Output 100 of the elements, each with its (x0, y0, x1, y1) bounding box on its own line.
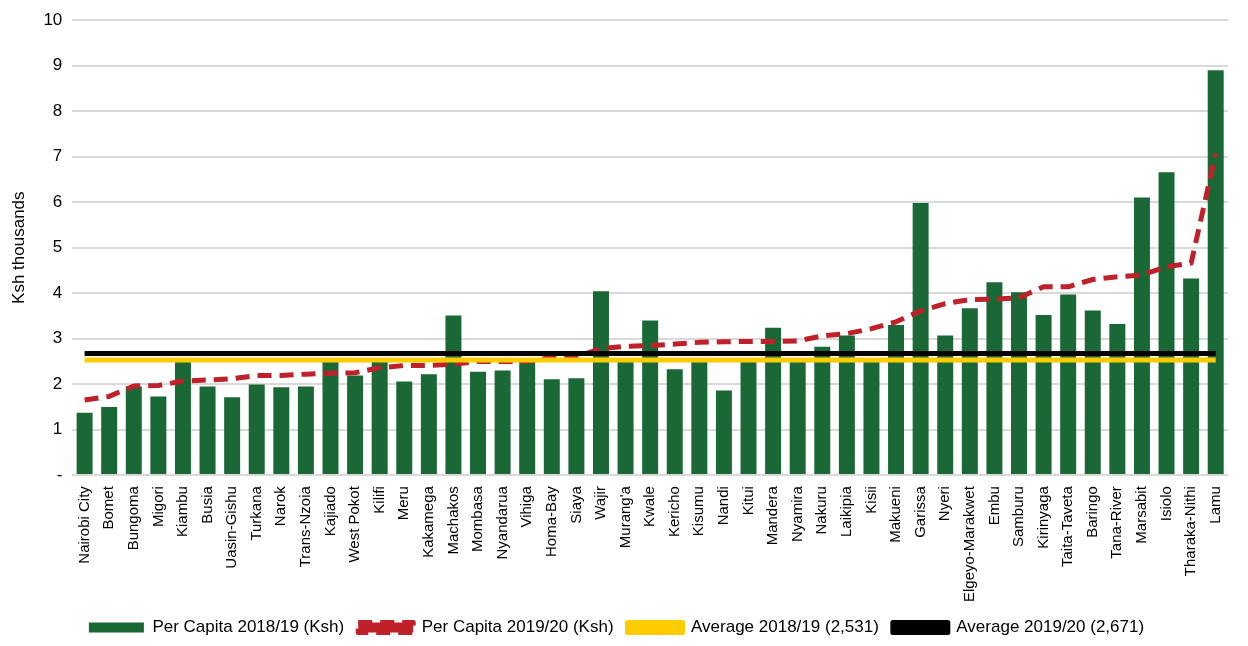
bar (248, 384, 265, 475)
bar (297, 386, 314, 475)
bar (912, 203, 929, 475)
bar (1109, 324, 1126, 475)
bar (863, 361, 880, 475)
bar (273, 387, 290, 475)
x-tick-label: Makueni (886, 486, 904, 543)
bar (1133, 197, 1150, 475)
x-tick-label: Tharaka-Nithi (1181, 486, 1199, 577)
bar (125, 386, 142, 475)
x-tick-label: Nyeri (935, 486, 953, 522)
bar (937, 335, 954, 475)
bar (592, 291, 609, 475)
legend-label: Per Capita 2018/19 (Ksh) (152, 617, 345, 637)
x-tick-label: Kisii (861, 486, 879, 514)
y-tick-label: 5 (52, 237, 63, 257)
bar (961, 308, 978, 475)
x-tick-label: Kajiado (320, 486, 338, 537)
bar (470, 371, 487, 475)
x-tick-label: Turkana (246, 485, 264, 541)
bar (396, 381, 413, 475)
x-tick-label: Kisumu (689, 486, 707, 537)
bar (765, 327, 782, 475)
x-tick-label: Vihiga (517, 485, 535, 528)
x-tick-label: Bungoma (123, 485, 141, 551)
y-tick-label: 8 (52, 100, 63, 120)
bar (150, 396, 167, 475)
x-tick-label: Wajir (591, 486, 609, 520)
bar (199, 386, 216, 475)
bar (617, 361, 634, 475)
x-tick-label: Isiolo (1156, 486, 1174, 522)
legend-label: Per Capita 2019/20 (Ksh) (421, 617, 614, 637)
x-tick-label: Kirinyaga (1033, 485, 1051, 549)
x-tick-label: Nyandarua (492, 485, 510, 560)
x-tick-label: Kitui (738, 486, 756, 516)
x-tick-label: Nandi (714, 486, 732, 526)
legend-label: Average 2018/19 (2,531) (691, 617, 879, 637)
x-tick-label: Kericho (664, 486, 682, 537)
bar (543, 379, 560, 475)
x-tick-label: Lamu (1205, 486, 1223, 524)
bar (174, 361, 191, 475)
bar (1084, 310, 1101, 475)
bar (1060, 294, 1077, 475)
x-tick-label: Mandera (763, 485, 781, 546)
bar (1207, 70, 1224, 475)
x-tick-label: Nairobi City (74, 485, 92, 564)
x-tick-label: Samburu (1009, 486, 1027, 547)
bar (715, 390, 732, 475)
y-tick-label: 1 (52, 419, 63, 439)
x-tick-label: Embu (984, 486, 1002, 526)
x-tick-label: Marsabit (1132, 485, 1150, 544)
y-tick-label: 3 (52, 328, 63, 348)
x-tick-label: Trans-Nzoia (296, 485, 314, 568)
x-tick-label: Migori (148, 486, 166, 527)
x-tick-label: Elgeyo-Marakwet (959, 485, 977, 603)
x-tick-label: Narok (271, 485, 289, 527)
bar (347, 375, 364, 475)
bar (420, 374, 437, 475)
y-tick-label: 2 (52, 373, 63, 393)
y-tick-label: 7 (52, 146, 63, 166)
x-tick-label: Nakuru (812, 486, 830, 535)
x-tick-label: Machakos (443, 486, 461, 555)
bar (888, 325, 905, 475)
y-tick-label: 10 (43, 9, 63, 29)
x-tick-label: Kilifi (369, 486, 387, 514)
x-tick-label: Bomet (99, 485, 117, 530)
bar (445, 315, 462, 475)
bar (76, 412, 93, 475)
legend-label: Average 2019/20 (2,671) (956, 617, 1145, 637)
x-tick-label: Nyamira (787, 485, 805, 542)
x-tick-label: West Pokot (345, 485, 363, 563)
x-tick-label: Siaya (566, 485, 584, 524)
x-tick-label: Kakamega (418, 485, 436, 558)
bar (691, 361, 708, 475)
bar (371, 361, 388, 475)
bar (101, 406, 118, 475)
y-tick-label: 4 (52, 282, 63, 302)
x-tick-label: Uasin-Gishu (222, 486, 240, 569)
y-tick-label: 9 (52, 55, 63, 75)
x-tick-label: Homa-Bay (541, 485, 559, 557)
y-tick-label: 6 (52, 191, 63, 211)
x-tick-label: Baringo (1082, 486, 1100, 538)
x-tick-label: Tana-River (1107, 486, 1125, 559)
x-tick-label: Mombasa (468, 485, 486, 552)
bar (740, 361, 757, 475)
bar (494, 370, 511, 475)
x-tick-label: Kiambu (173, 486, 191, 537)
bar (789, 361, 806, 475)
y-tick-label: - (56, 464, 63, 484)
bar (986, 282, 1003, 475)
x-tick-label: Busia (197, 485, 215, 524)
bar (1011, 292, 1027, 475)
bar (1035, 314, 1052, 475)
bar (814, 346, 831, 475)
x-tick-label: Laikipia (837, 485, 855, 537)
y-axis-title: Ksh thousands (8, 191, 28, 304)
x-tick-label: Kwale (640, 486, 658, 527)
bar (642, 320, 659, 475)
bar (1158, 172, 1175, 475)
x-tick-label: Garissa (910, 485, 928, 538)
